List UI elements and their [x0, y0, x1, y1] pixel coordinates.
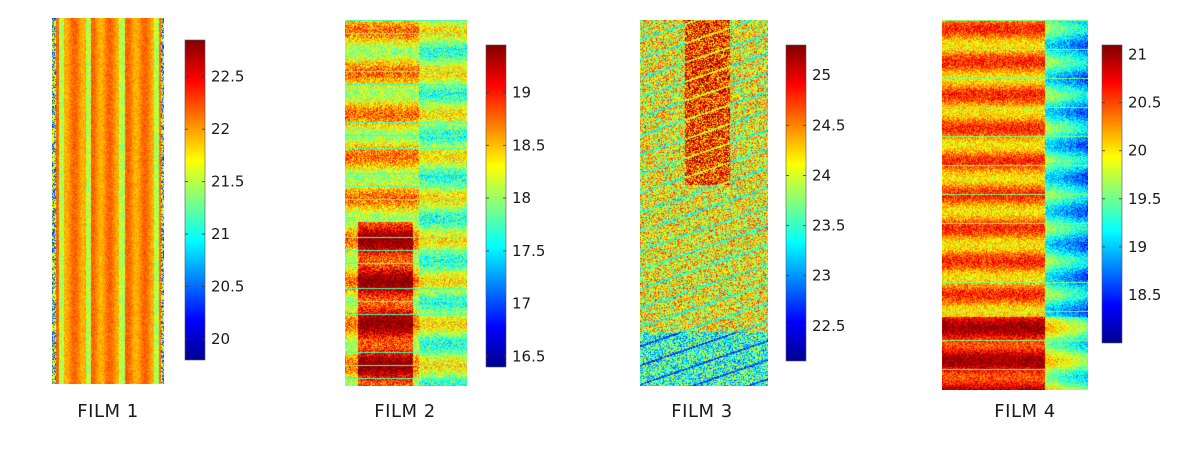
film-1-colorbar-ticks: 20 20.5 21 21.5 22 22.5 — [184, 39, 244, 361]
film-4-heatmap-image — [942, 20, 1088, 390]
colorbar-frame — [785, 44, 807, 362]
film-2-colorbar-ticks: 16.5 17 17.5 18 18.5 19 — [485, 44, 545, 368]
colorbar-tick-label: 24.5 — [812, 116, 845, 134]
colorbar-tick-label: 21 — [211, 225, 230, 243]
colorbar-tick-label: 24 — [812, 166, 831, 184]
colorbar-frame — [184, 39, 206, 361]
colorbar-tick-label: 20.5 — [1128, 94, 1161, 112]
film-1-panel: 20 20.5 21 21.5 22 22.5 FILM 1 — [52, 18, 244, 422]
film-2-heatmap-image — [345, 20, 467, 386]
colorbar-tick-label: 21.5 — [211, 173, 244, 191]
colorbar-frame — [1101, 44, 1123, 344]
colorbar-tick-label: 18.5 — [512, 136, 545, 154]
film-4-label: FILM 4 — [994, 401, 1055, 422]
colorbar-tick-label: 16.5 — [512, 347, 545, 365]
film-3-heatmap-image — [640, 20, 768, 386]
film-4-colorbar-ticks: 18.5 19 19.5 20 20.5 21 — [1101, 44, 1161, 344]
colorbar-tick-label: 19 — [512, 84, 531, 102]
colorbar-tick-label: 23.5 — [812, 217, 845, 235]
film-2-colorbar — [486, 45, 506, 367]
colorbar-tick-label: 23 — [812, 267, 831, 285]
film-2-panel: 16.5 17 17.5 18 18.5 19 FILM 2 — [345, 20, 545, 422]
colorbar-tick-label: 17 — [512, 295, 531, 313]
film-3-colorbar-ticks: 22.5 23 23.5 24 24.5 25 — [785, 44, 845, 362]
colorbar-tick-label: 20.5 — [211, 278, 244, 296]
colorbar-tick-label: 20 — [1128, 142, 1147, 160]
colorbar-tick-label: 17.5 — [512, 242, 545, 260]
film-3-colorbar — [786, 45, 806, 361]
colorbar-tick-label: 22.5 — [812, 317, 845, 335]
colorbar-tick-label: 19 — [1128, 238, 1147, 256]
colorbar-tick-label: 18 — [512, 189, 531, 207]
colorbar-tick-label: 22.5 — [211, 68, 244, 86]
film-3-panel: 22.5 23 23.5 24 24.5 25 FILM 3 — [640, 20, 845, 422]
film-3-label: FILM 3 — [671, 401, 732, 422]
colorbar-tick-label: 20 — [211, 330, 230, 348]
film-4-colorbar — [1102, 45, 1122, 343]
colorbar-tick-label: 18.5 — [1128, 286, 1161, 304]
film-4-panel: 18.5 19 19.5 20 20.5 21 FILM 4 — [942, 20, 1161, 422]
film-1-heatmap-image — [52, 18, 164, 384]
colorbar-tick-label: 19.5 — [1128, 190, 1161, 208]
film-1-colorbar — [185, 40, 205, 360]
film-2-label: FILM 2 — [374, 401, 435, 422]
colorbar-tick-label: 25 — [812, 66, 831, 84]
colorbar-tick-label: 21 — [1128, 46, 1147, 64]
colorbar-tick-label: 22 — [211, 120, 230, 138]
colorbar-frame — [485, 44, 507, 368]
film-1-label: FILM 1 — [77, 401, 138, 422]
